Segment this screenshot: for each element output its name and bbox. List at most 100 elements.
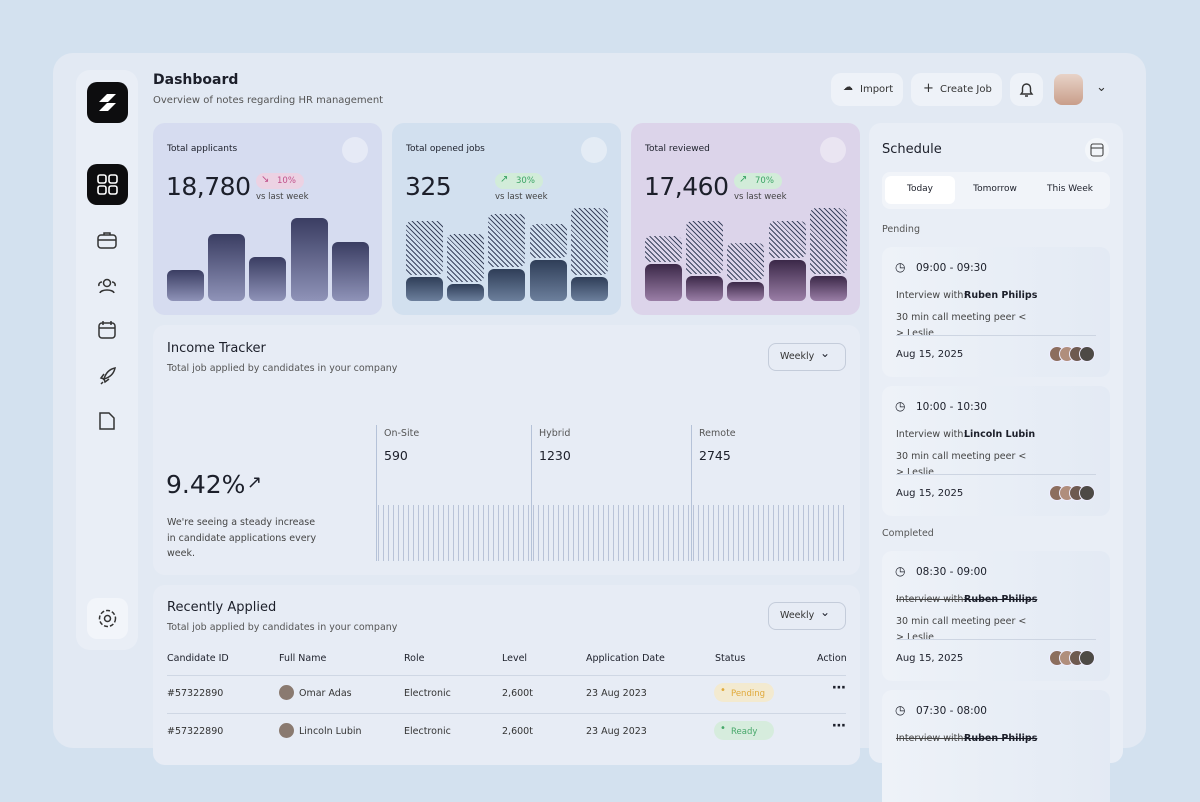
item-divider [896, 474, 1096, 475]
nav-jobs[interactable] [96, 229, 118, 251]
filter-chevron: ⌄ [820, 346, 831, 360]
item-date: Aug 15, 2025 [896, 653, 964, 664]
segment-value: 1230 [539, 448, 571, 463]
segment-label: Remote [699, 428, 736, 439]
notifications[interactable] [1010, 73, 1043, 106]
recent-filter[interactable] [768, 602, 846, 630]
mini-bar [571, 277, 608, 301]
sidebar [76, 70, 138, 650]
mini-bar [686, 221, 723, 274]
stat-card [631, 123, 860, 315]
mini-bar [769, 260, 806, 301]
candidate-avatar [279, 685, 294, 700]
create-job-button[interactable]: + Create Job [911, 73, 1002, 106]
mini-bar [406, 277, 443, 301]
row-divider [167, 675, 846, 676]
column-header: Role [404, 653, 425, 664]
mini-bar [332, 242, 369, 301]
mini-bar [727, 243, 764, 280]
schedule-calendar[interactable] [1085, 138, 1109, 162]
stat-card [153, 123, 382, 315]
stat-value: 325 [405, 172, 452, 201]
change-arrow: ↗ [739, 174, 748, 185]
change-badge [256, 173, 304, 189]
item-time: 07:30 - 08:00 [916, 705, 987, 717]
trend-icon: ↗ [247, 472, 263, 493]
stat-label: Total opened jobs [406, 144, 485, 154]
income-subtitle: Total job applied by candidates in your … [167, 363, 398, 374]
schedule-tab[interactable] [885, 176, 955, 204]
item-time: 08:30 - 09:00 [916, 566, 987, 578]
mini-bar [810, 276, 847, 301]
stat-icon [820, 137, 846, 163]
nav-settings[interactable] [87, 598, 128, 639]
income-rate: 9.42% [166, 470, 246, 499]
cell: Electronic [404, 688, 451, 699]
stat-note: vs last week [734, 192, 787, 202]
schedule-item [882, 690, 1110, 802]
nav-launch[interactable] [96, 365, 118, 387]
column-header: Candidate ID [167, 653, 229, 664]
item-name: Ruben Philips [964, 594, 1038, 605]
cell: 2,600t [502, 726, 533, 737]
item-desc: 30 min call meeting peer < > Leslie [896, 312, 1027, 339]
clock-icon: ◷ [895, 260, 906, 274]
tab-label: Tomorrow [973, 184, 1017, 194]
mini-bar [447, 284, 484, 301]
cell: Electronic [404, 726, 451, 737]
mini-bar [167, 270, 204, 301]
stat-change: 30% [516, 176, 535, 186]
clock-icon: ◷ [895, 399, 906, 413]
cell: 23 Aug 2023 [586, 688, 647, 699]
mini-bar [645, 264, 682, 301]
stat-note: vs last week [256, 192, 309, 202]
cell: #57322890 [167, 688, 224, 699]
stat-label: Total reviewed [645, 144, 710, 154]
income-bars [378, 505, 846, 561]
item-prefix: Interview with: [896, 733, 967, 744]
row-action[interactable]: ⋯ [832, 680, 846, 696]
create-job-label: Create Job [940, 84, 992, 95]
nav-people[interactable] [96, 275, 118, 297]
group-label: Completed [882, 528, 934, 539]
item-prefix: Interview with: [896, 594, 967, 605]
group-label: Pending [882, 224, 920, 235]
tab-label: This Week [1047, 184, 1093, 194]
row-action[interactable]: ⋯ [832, 718, 846, 734]
item-prefix: Interview with: [896, 290, 967, 301]
nav-dashboard[interactable] [87, 164, 128, 205]
stat-change: 10% [277, 176, 296, 186]
item-divider [896, 639, 1096, 640]
cell: #57322890 [167, 726, 224, 737]
page-subtitle: Overview of notes regarding HR managemen… [153, 95, 384, 106]
nav-calendar[interactable] [96, 319, 118, 341]
logo[interactable] [87, 82, 128, 123]
mini-bar [645, 236, 682, 262]
column-header: Full Name [279, 653, 327, 664]
nav-files[interactable] [96, 410, 118, 432]
income-filter[interactable] [768, 343, 846, 371]
attendee-avatar [1079, 346, 1095, 362]
tab-label: Today [906, 184, 934, 194]
cell: 2,600t [502, 688, 533, 699]
status-dot: • [720, 685, 726, 696]
mini-bar [530, 260, 567, 301]
column-header: Application Date [586, 653, 665, 664]
column-header: Status [715, 653, 746, 664]
income-description: We're seeing a steady increase in candid… [167, 517, 317, 559]
avatar[interactable] [1054, 74, 1083, 105]
page-title: Dashboard [153, 72, 239, 88]
item-time: 10:00 - 10:30 [916, 401, 987, 413]
mini-bar [249, 257, 286, 301]
account-menu[interactable]: ⌄ [1096, 80, 1107, 95]
import-button[interactable]: ☁ Import [831, 73, 903, 106]
import-label: Import [860, 84, 894, 95]
column-header: Action [817, 653, 847, 664]
change-badge [734, 173, 782, 189]
clock-icon: ◷ [895, 703, 906, 717]
stat-change: 70% [755, 176, 774, 186]
income-title: Income Tracker [167, 341, 266, 356]
recent-subtitle: Total job applied by candidates in your … [167, 622, 398, 633]
mini-bar [686, 276, 723, 301]
